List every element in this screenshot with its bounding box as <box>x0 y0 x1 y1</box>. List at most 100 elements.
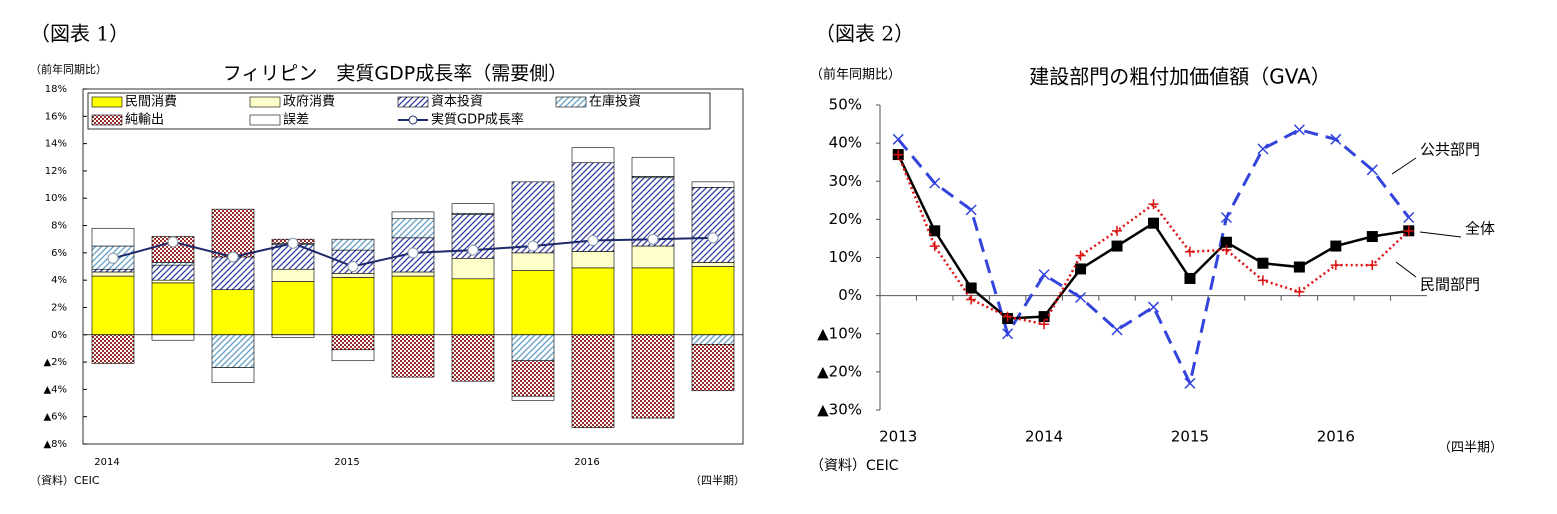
y-tick-label: 16% <box>45 111 67 122</box>
y-tick-label: 0% <box>51 330 67 341</box>
marker <box>1257 257 1269 269</box>
gdp-point <box>527 240 539 252</box>
bar-segment <box>211 208 255 258</box>
marker <box>929 241 940 252</box>
bar-segment <box>91 271 135 277</box>
bar-segment <box>391 275 435 336</box>
bar-segment <box>151 334 195 341</box>
marker <box>929 177 941 189</box>
figure-label: （図表 2） <box>815 22 914 46</box>
bar-segment <box>451 203 495 214</box>
bar-segment <box>331 349 375 362</box>
legend-label: 純輸出 <box>125 113 164 128</box>
bar-segment <box>631 156 675 177</box>
bar-segment <box>211 334 255 368</box>
gdp-point <box>407 247 419 259</box>
legend-swatch <box>249 96 281 108</box>
legend-label: 資本投資 <box>431 94 483 110</box>
marker <box>1294 286 1305 297</box>
marker <box>1366 164 1378 176</box>
legend-swatch <box>397 96 429 108</box>
bar-segment <box>211 367 255 383</box>
y-tick-label: 18% <box>45 84 67 95</box>
series-annotation: 民間部門 <box>1420 276 1480 294</box>
x-tick-label: 2016 <box>574 457 599 468</box>
x-tick-label: 2015 <box>1171 428 1209 446</box>
bar-segment <box>571 267 615 336</box>
marker <box>965 204 977 216</box>
chart-title: 建設部門の粗付加価値額（GVA） <box>1029 65 1331 89</box>
marker <box>1184 377 1196 389</box>
series-line <box>897 154 1410 326</box>
bar-segment <box>571 334 615 428</box>
marker <box>1220 211 1232 223</box>
legend-label: 民間消費 <box>125 95 177 110</box>
y-tick-label: 20% <box>829 210 862 228</box>
marker <box>1075 263 1087 275</box>
bar-segment <box>271 281 315 336</box>
legend-swatch <box>91 96 123 108</box>
bar-segment <box>211 289 255 336</box>
marker <box>929 225 941 237</box>
marker <box>1111 324 1123 336</box>
bar-segment <box>511 270 555 336</box>
marker <box>1403 211 1415 223</box>
bar-segment <box>151 279 195 284</box>
bar-segment <box>511 360 555 397</box>
bar-segment <box>631 334 675 419</box>
y-unit-label: （前年同期比） <box>810 67 901 83</box>
marker <box>892 133 904 145</box>
marker <box>965 282 977 294</box>
marker <box>1293 261 1305 273</box>
bar-segment <box>691 262 735 267</box>
marker <box>1148 217 1159 229</box>
bar-segment <box>151 282 195 336</box>
bar-segment <box>331 273 375 278</box>
bar-segment <box>151 264 195 281</box>
gdp-point <box>287 237 299 249</box>
bar-segment <box>631 267 675 336</box>
marker <box>1002 311 1013 322</box>
y-unit-label: （前年同期比） <box>30 62 107 76</box>
y-tick-label: 4% <box>51 275 67 286</box>
bar-segment <box>691 334 735 345</box>
y-tick-label: ▲30% <box>817 401 862 419</box>
bar-segment <box>571 147 615 164</box>
bar-segment <box>151 262 195 266</box>
gdp-point <box>707 232 719 244</box>
y-tick-label: ▲4% <box>43 384 67 395</box>
bar-segment <box>391 271 435 277</box>
x-tick-label: 2016 <box>1317 428 1355 446</box>
marker <box>1293 124 1305 136</box>
gdp-point <box>467 244 479 256</box>
gdp-point <box>647 233 659 245</box>
plot-frame <box>82 88 744 445</box>
marker <box>1330 240 1342 252</box>
legend-swatch <box>249 114 281 126</box>
y-tick-label: ▲20% <box>817 362 862 380</box>
marker <box>1184 246 1195 257</box>
x-tick-label: 2013 <box>879 428 917 446</box>
y-tick-label: 8% <box>51 221 67 232</box>
marker <box>1367 260 1378 271</box>
marker <box>1184 272 1196 284</box>
annotation-arrow <box>1391 157 1417 175</box>
bar-segment <box>691 266 735 336</box>
legend-marker <box>408 115 418 125</box>
bar-segment <box>91 268 135 273</box>
y-tick-label: 40% <box>829 134 862 152</box>
marker <box>1148 199 1159 210</box>
gdp-point <box>587 235 599 247</box>
figure-label: （図表 1） <box>30 22 129 46</box>
x-unit-label: （四半期） <box>690 473 745 487</box>
bar-segment <box>331 238 375 251</box>
y-tick-label: ▲8% <box>43 439 67 450</box>
bar-segment <box>691 181 735 188</box>
series-line <box>897 128 1410 388</box>
series-annotation: 全体 <box>1465 220 1495 238</box>
marker <box>1039 319 1050 330</box>
bar-segment <box>451 334 495 382</box>
marker <box>1330 260 1341 271</box>
bar-segment <box>631 245 675 269</box>
